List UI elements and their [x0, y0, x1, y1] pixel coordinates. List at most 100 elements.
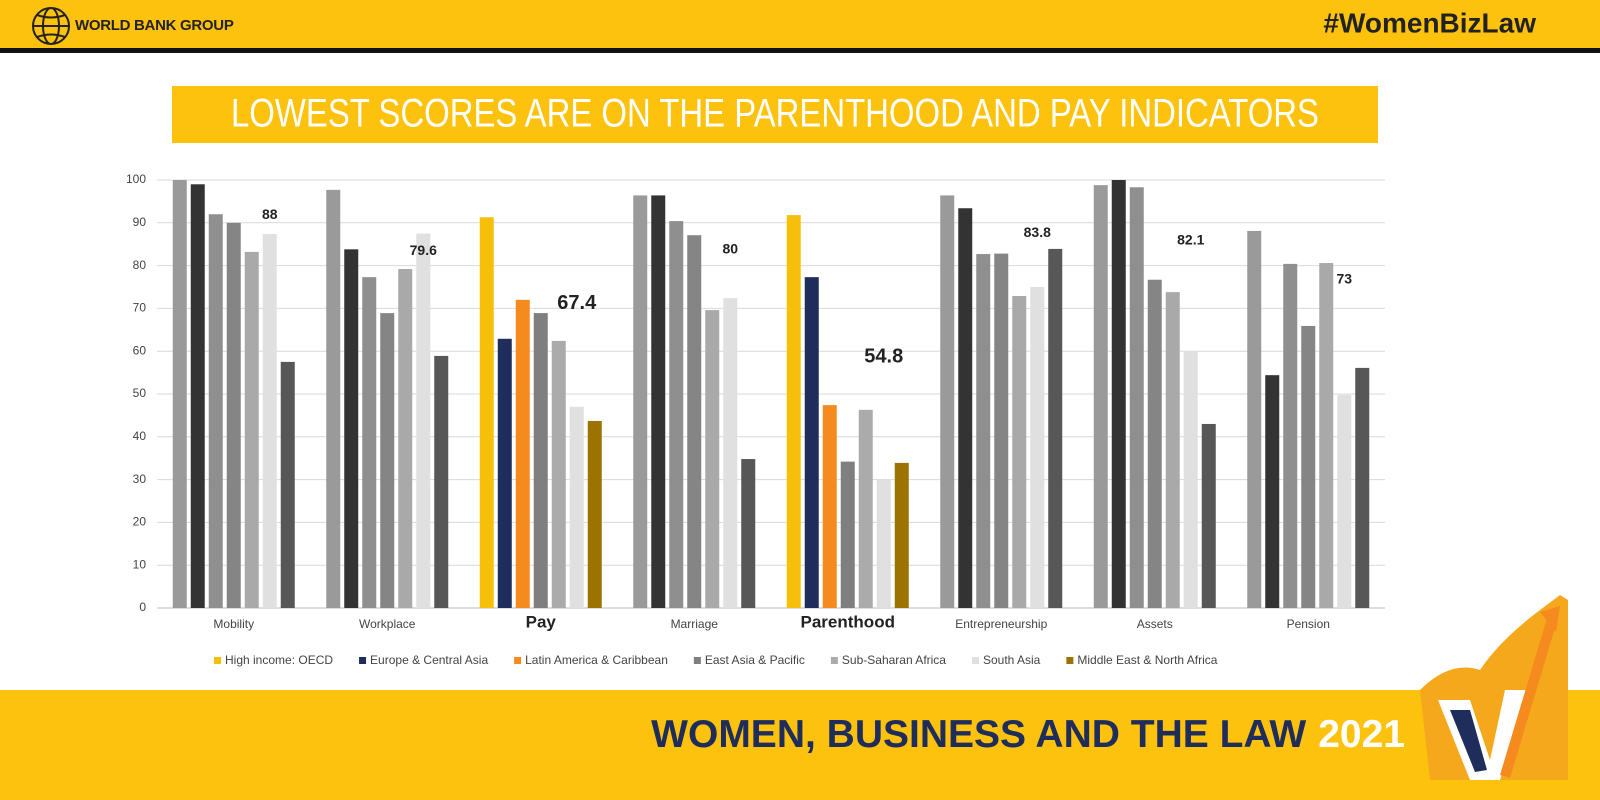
bar [208, 214, 223, 609]
x-tick-label: Entrepreneurship [955, 617, 1047, 631]
bar [172, 180, 187, 608]
bar [1201, 423, 1216, 608]
bar [479, 217, 494, 608]
average-label: 73 [1336, 270, 1352, 286]
legend-label: South Asia [983, 653, 1041, 667]
chart: 0 10 20 30 40 50 60 70 80 90 100 Mobility 88 Workplac… [126, 172, 1385, 667]
y-tick-label: 100 [126, 172, 146, 186]
bar [894, 462, 909, 608]
bar [687, 235, 702, 608]
footer-year: 2021 [1318, 713, 1405, 756]
bar [1012, 295, 1027, 608]
average-label: 88 [262, 206, 278, 222]
bar [398, 269, 413, 608]
legend-label: Middle East & North Africa [1077, 653, 1217, 667]
bar [244, 251, 259, 609]
bar [1355, 367, 1370, 608]
footer-title: WOMEN, BUSINESS AND THE LAW 2021 [651, 713, 1405, 756]
x-tick-label: Parenthood [801, 612, 895, 631]
bar [804, 277, 819, 608]
bar [380, 313, 395, 608]
title-box [172, 86, 1378, 143]
bar [226, 222, 241, 609]
legend-swatch [971, 657, 979, 664]
bar [1129, 187, 1144, 608]
bar [1030, 287, 1045, 608]
x-tick-label: Pension [1287, 617, 1330, 631]
bar [876, 480, 891, 608]
bar [362, 277, 377, 608]
brand-logo [32, 7, 70, 45]
legend-swatch [359, 657, 367, 664]
x-tick-label: Mobility [213, 617, 254, 631]
bar [1111, 180, 1126, 608]
wbl-logo [1420, 595, 1568, 780]
bar [326, 189, 341, 608]
header-rule [0, 48, 1600, 53]
legend-swatch [514, 657, 522, 664]
bar [434, 355, 449, 608]
legend-label: East Asia & Pacific [705, 653, 805, 667]
bar [1147, 279, 1162, 608]
bar [587, 420, 602, 608]
bar [1319, 263, 1334, 608]
bar [569, 406, 584, 608]
bar [1093, 185, 1108, 609]
legend-swatch [830, 657, 838, 664]
legend-label: High income: OECD [225, 653, 333, 667]
y-tick-label: 30 [133, 472, 147, 486]
x-tick-label: Marriage [671, 617, 719, 631]
y-tick-label: 50 [133, 386, 147, 400]
x-tick-label: Assets [1137, 617, 1173, 631]
y-tick-label: 60 [133, 343, 147, 357]
bar [1165, 292, 1180, 608]
footer-name: WOMEN, BUSINESS AND THE LAW [651, 713, 1306, 756]
bar [1247, 230, 1262, 608]
average-label: 54.8 [864, 346, 903, 368]
bar [741, 459, 756, 608]
bar [705, 310, 720, 608]
bar [1337, 394, 1352, 608]
bar [669, 221, 684, 608]
y-tick-label: 90 [133, 215, 147, 229]
y-tick-label: 70 [133, 301, 147, 315]
legend-label: Latin America & Caribbean [525, 653, 668, 667]
bar [280, 361, 295, 608]
average-label: 82.1 [1177, 231, 1204, 247]
bar [1301, 325, 1316, 608]
bar [262, 233, 277, 609]
bar [958, 208, 973, 609]
bar [551, 340, 566, 608]
bar [723, 298, 738, 608]
bar [651, 195, 666, 608]
bar [1183, 351, 1198, 608]
bar [858, 409, 873, 608]
bar [976, 254, 991, 608]
footer-bar [0, 690, 1600, 800]
bar [1048, 248, 1063, 608]
average-label: 79.6 [410, 242, 437, 258]
bar [416, 233, 431, 608]
bar [822, 405, 837, 608]
bar [497, 338, 512, 608]
legend-swatch [693, 657, 701, 664]
y-tick-label: 40 [133, 429, 147, 443]
legend-label: Europe & Central Asia [370, 653, 488, 667]
bar [190, 184, 205, 608]
y-tick-label: 20 [133, 515, 147, 529]
x-tick-label: Pay [526, 612, 557, 631]
bar [1265, 375, 1280, 608]
header-bar [0, 0, 1600, 48]
average-label: 80 [722, 240, 738, 256]
bar [786, 215, 801, 608]
hashtag: #WomenBizLaw [1323, 7, 1536, 38]
average-label: 67.4 [557, 292, 597, 314]
x-tick-label: Workplace [359, 617, 416, 631]
bar [1283, 263, 1298, 608]
y-tick-label: 80 [133, 258, 147, 272]
bar [633, 195, 648, 608]
y-tick-label: 0 [139, 600, 146, 614]
bar [533, 313, 548, 608]
y-tick-label: 10 [133, 557, 147, 571]
